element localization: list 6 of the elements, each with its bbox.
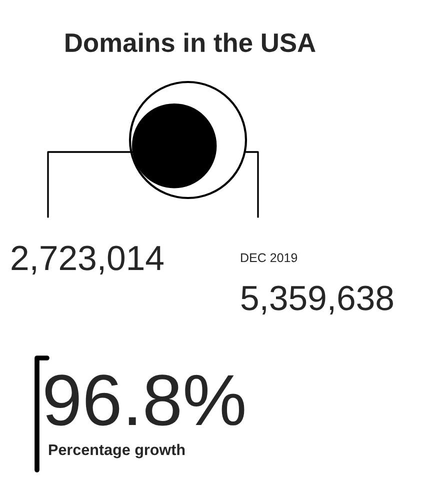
text: Percentage growth bbox=[49, 444, 185, 458]
data-label: 2,723,014 bbox=[12, 246, 164, 274]
text: Domains in the USA bbox=[66, 32, 316, 52]
text: 96.8% bbox=[45, 374, 244, 426]
category-label: DEC 2019 bbox=[241, 253, 298, 262]
data-label: 5,359,638 bbox=[241, 286, 393, 314]
